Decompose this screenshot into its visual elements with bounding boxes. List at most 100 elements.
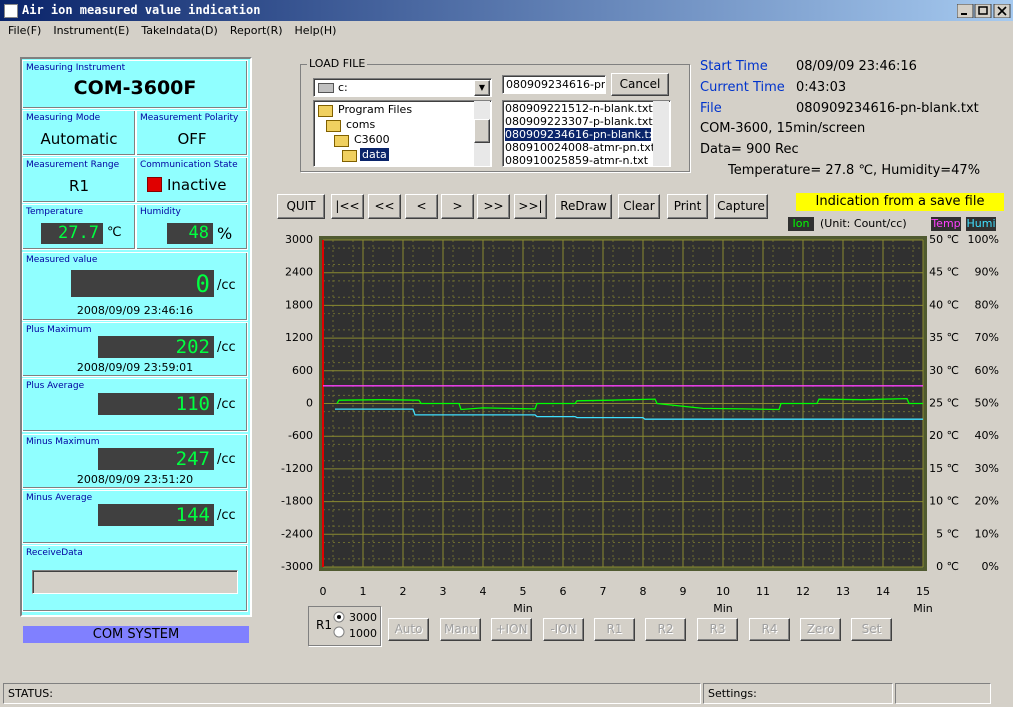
folder-name[interactable]: Program Files [338,103,413,116]
folder-tree[interactable]: Program Files coms C3600 data [313,100,492,167]
tool-button[interactable]: +ION [491,618,532,641]
tool-button[interactable]: -ION [543,618,584,641]
x-tick-label: 8 [640,585,647,598]
label: Temperature [26,207,84,217]
chart: -3000-2400-1800-1200-6000600120018002400… [281,233,999,615]
label: Measured value [26,255,98,265]
file-item[interactable]: 080910025859-atmr-n.txt [505,154,649,167]
value: R1 [69,177,89,195]
tool-button[interactable]: R1 [594,618,635,641]
scroll-thumb[interactable] [474,119,490,143]
tool-button[interactable]: R3 [697,618,738,641]
info-conditions: Temperature= 27.8 ℃, Humidity=47% [728,163,981,178]
x-tick-label: 7 [600,585,607,598]
legend-temp: Temp [931,217,961,231]
tool-button[interactable]: Set [851,618,892,641]
file-item[interactable]: 080910024008-atmr-pn.txt [505,141,656,154]
menu-item[interactable]: TakeIndata(D) [141,24,218,37]
y2-tick-label: 5 ℃ [936,527,959,540]
menu-item[interactable]: Report(R) [229,24,283,37]
y3-tick-label: 100% [968,233,999,246]
x-tick-label: 10 [716,585,730,598]
nav-button[interactable]: >> [477,194,510,219]
filename-field[interactable]: 080909234616-pn-b [502,75,606,94]
value: 110 [98,393,214,415]
drive-icon [318,83,334,93]
tool-button[interactable]: Manu [440,618,481,641]
mode-banner: Indication from a save file [796,193,1004,211]
radio-option[interactable]: 3000 [349,611,377,624]
info-label: Current Time [700,80,785,95]
y2-tick-label: 30 ℃ [929,364,959,377]
cancel-button[interactable]: Cancel [611,73,669,96]
nav-button[interactable]: QUIT [277,194,325,219]
y-tick-label: 600 [292,364,313,377]
load-file-group [300,64,690,172]
nav-button[interactable]: << [368,194,401,219]
tool-button[interactable]: R4 [749,618,790,641]
nav-button[interactable]: >>| [514,194,547,219]
info-value: 0:43:03 [796,80,847,95]
series-line [335,408,923,420]
range-label: R1 [316,618,332,632]
drive-select[interactable]: c: ▼ [313,78,492,97]
unit: ℃ [107,225,122,240]
time: 2008/09/09 23:46:16 [76,304,194,317]
label: Measurement Polarity [140,113,239,123]
measured-cell: Measured value 0 /cc 2008/09/09 23:46:16 [22,252,248,321]
label: Plus Maximum [26,325,92,335]
menu-item[interactable]: File(F) [8,24,42,37]
nav-button[interactable]: ReDraw [555,194,612,219]
filename: 080909234616-pn-b [506,78,605,91]
scrollbar[interactable] [653,101,669,166]
nav-button[interactable]: < [405,194,438,219]
nav-button[interactable]: Capture [714,194,768,219]
app-icon [4,4,18,18]
receive-box [32,570,238,594]
value: Automatic [40,130,118,148]
y3-tick-label: 0% [982,560,999,573]
tool-button[interactable]: Auto [388,618,429,641]
file-item[interactable]: 080909223307-p-blank.txt [505,115,653,128]
dropdown-arrow[interactable]: ▼ [474,80,490,96]
x-tick-label: 14 [876,585,890,598]
y-tick-label: -3000 [281,560,313,573]
file-list[interactable]: 080909221512-n-blank.txt 080909223307-p-b… [502,100,671,167]
nav-button[interactable]: Clear [618,194,660,219]
nav-button[interactable]: Print [667,194,708,219]
folder-icon [342,150,357,162]
folder-name[interactable]: data [360,148,389,161]
y-tick-label: 1800 [285,298,313,311]
file-item[interactable]: 080909234616-pn-blank.txt [505,128,660,141]
label: Minus Maximum [26,437,100,447]
folder-icon [326,120,341,132]
y-tick-label: -1800 [281,495,313,508]
unit: /cc [217,508,236,523]
menu-item[interactable]: Instrument(E) [53,24,130,37]
radio-buttons[interactable] [333,611,345,641]
menu-item[interactable]: Help(H) [294,24,337,37]
nav-button[interactable]: |<< [331,194,364,219]
x-tick-label: 6 [560,585,567,598]
x-tick-label: 13 [836,585,850,598]
value: 144 [98,504,214,526]
plus-avg-cell: Plus Average 110 /cc [22,378,248,432]
tool-button[interactable]: R2 [645,618,686,641]
unit: /cc [217,397,236,412]
radio-option[interactable]: 1000 [349,627,377,640]
x-unit-label: Min [913,602,933,615]
y3-tick-label: 10% [975,527,999,540]
label: Measuring Instrument [26,63,126,73]
window-controls[interactable] [957,4,1011,18]
y2-tick-label: 50 ℃ [929,233,959,246]
folder-name[interactable]: C3600 [354,133,390,146]
y2-tick-label: 10 ℃ [929,495,959,508]
x-unit-label: Min [713,602,733,615]
label: Measurement Range [26,160,120,170]
file-item[interactable]: 080909221512-n-blank.txt [505,102,653,115]
nav-button[interactable]: > [441,194,474,219]
unit: /cc [217,452,236,467]
temperature-cell: Temperature 27.7 ℃ [22,204,136,250]
folder-name[interactable]: coms [346,118,376,131]
tool-button[interactable]: Zero [800,618,841,641]
